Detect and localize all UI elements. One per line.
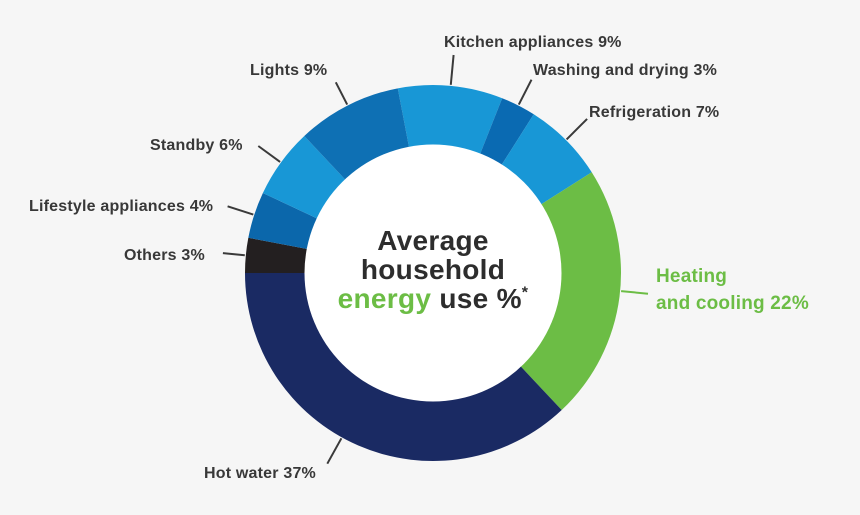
segment-others bbox=[245, 237, 308, 273]
segment-refrigeration bbox=[501, 114, 592, 205]
center-title-line2: household bbox=[360, 254, 506, 285]
segment-lights bbox=[304, 88, 410, 180]
segment-lifestyle-appliances bbox=[248, 192, 318, 250]
center-title-rest: use % bbox=[431, 283, 522, 314]
donut-hole bbox=[304, 144, 562, 402]
chart-center-title: Average household energy use %* bbox=[283, 226, 583, 313]
segment-standby bbox=[262, 135, 346, 219]
center-title-asterisk: * bbox=[521, 284, 529, 302]
leader-line-kitchen-appliances bbox=[449, 54, 455, 85]
leader-line-heating-cooling bbox=[621, 290, 649, 295]
center-title-line3: energy use %* bbox=[283, 284, 583, 313]
leader-line-hot-water bbox=[326, 437, 343, 465]
leader-line-others bbox=[222, 252, 245, 257]
segment-heating-cooling bbox=[520, 172, 621, 411]
segment-kitchen-appliances bbox=[397, 84, 503, 154]
leader-line-refrigeration bbox=[565, 118, 588, 141]
center-title-line1: Average bbox=[377, 225, 489, 256]
leader-line-washing-drying bbox=[517, 79, 533, 106]
leader-line-lights bbox=[334, 81, 349, 106]
segment-washing-drying bbox=[480, 98, 534, 165]
segment-hot-water bbox=[245, 273, 562, 461]
center-title-highlight: energy bbox=[337, 283, 432, 314]
leader-line-lifestyle-appliances bbox=[227, 205, 254, 216]
leader-line-standby bbox=[257, 145, 281, 163]
